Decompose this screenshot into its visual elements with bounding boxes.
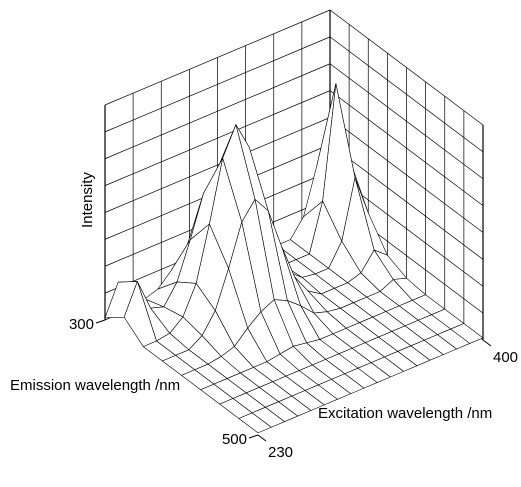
- wall-grid-line: [329, 90, 484, 206]
- y-tick-label: 500: [222, 431, 247, 448]
- wall-grid-line: [104, 117, 331, 213]
- x-tick-label: 400: [493, 349, 518, 366]
- x-axis-label: Excitation wavelength /nm: [318, 405, 492, 422]
- wall-grid-line: [104, 63, 331, 160]
- x-tick: [257, 434, 267, 442]
- surface: [104, 83, 484, 434]
- wall-grid-line: [329, 36, 484, 153]
- wall-grid-line: [104, 9, 331, 106]
- z-axis-label: Intensity: [79, 172, 96, 228]
- surface-cell: [238, 412, 272, 434]
- y-tick-label: 300: [69, 316, 94, 333]
- wall-grid-line: [329, 9, 484, 126]
- wall-grid-line: [329, 117, 484, 233]
- y-axis-label: Emission wavelength /nm: [10, 377, 180, 394]
- y-tick: [248, 434, 259, 439]
- wall-grid-line: [104, 36, 331, 133]
- x-tick: [482, 339, 492, 347]
- y-tick: [95, 319, 106, 324]
- wall-grid-line: [104, 90, 331, 186]
- x-tick-label: 230: [268, 444, 293, 461]
- labels: Emission wavelength /nm Excitation wavel…: [10, 172, 518, 461]
- wall-grid-line: [329, 63, 484, 180]
